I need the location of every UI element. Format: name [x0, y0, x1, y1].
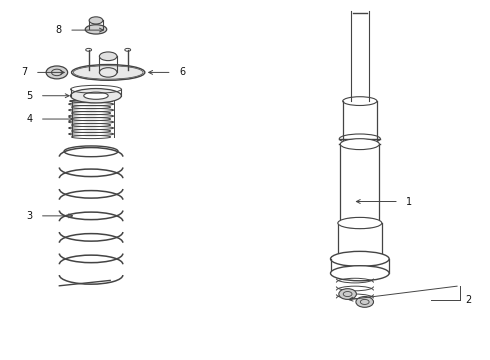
Ellipse shape: [331, 251, 389, 266]
Text: 8: 8: [56, 25, 62, 35]
Ellipse shape: [70, 100, 113, 102]
Ellipse shape: [71, 89, 122, 103]
Ellipse shape: [81, 91, 101, 93]
Ellipse shape: [331, 266, 389, 281]
Text: 5: 5: [26, 91, 32, 101]
Text: 6: 6: [179, 67, 185, 77]
Text: 2: 2: [465, 295, 471, 305]
Ellipse shape: [85, 25, 107, 34]
Ellipse shape: [338, 217, 382, 229]
Text: 1: 1: [406, 197, 413, 207]
Ellipse shape: [46, 66, 68, 79]
Ellipse shape: [339, 289, 356, 300]
Ellipse shape: [84, 92, 108, 99]
Text: 4: 4: [26, 114, 32, 124]
Ellipse shape: [356, 297, 373, 307]
Text: 3: 3: [26, 211, 32, 221]
Ellipse shape: [99, 52, 117, 60]
Text: 7: 7: [22, 67, 27, 77]
Ellipse shape: [338, 253, 382, 265]
Ellipse shape: [340, 139, 379, 150]
Ellipse shape: [89, 17, 103, 24]
Ellipse shape: [72, 64, 145, 80]
Ellipse shape: [340, 217, 379, 229]
